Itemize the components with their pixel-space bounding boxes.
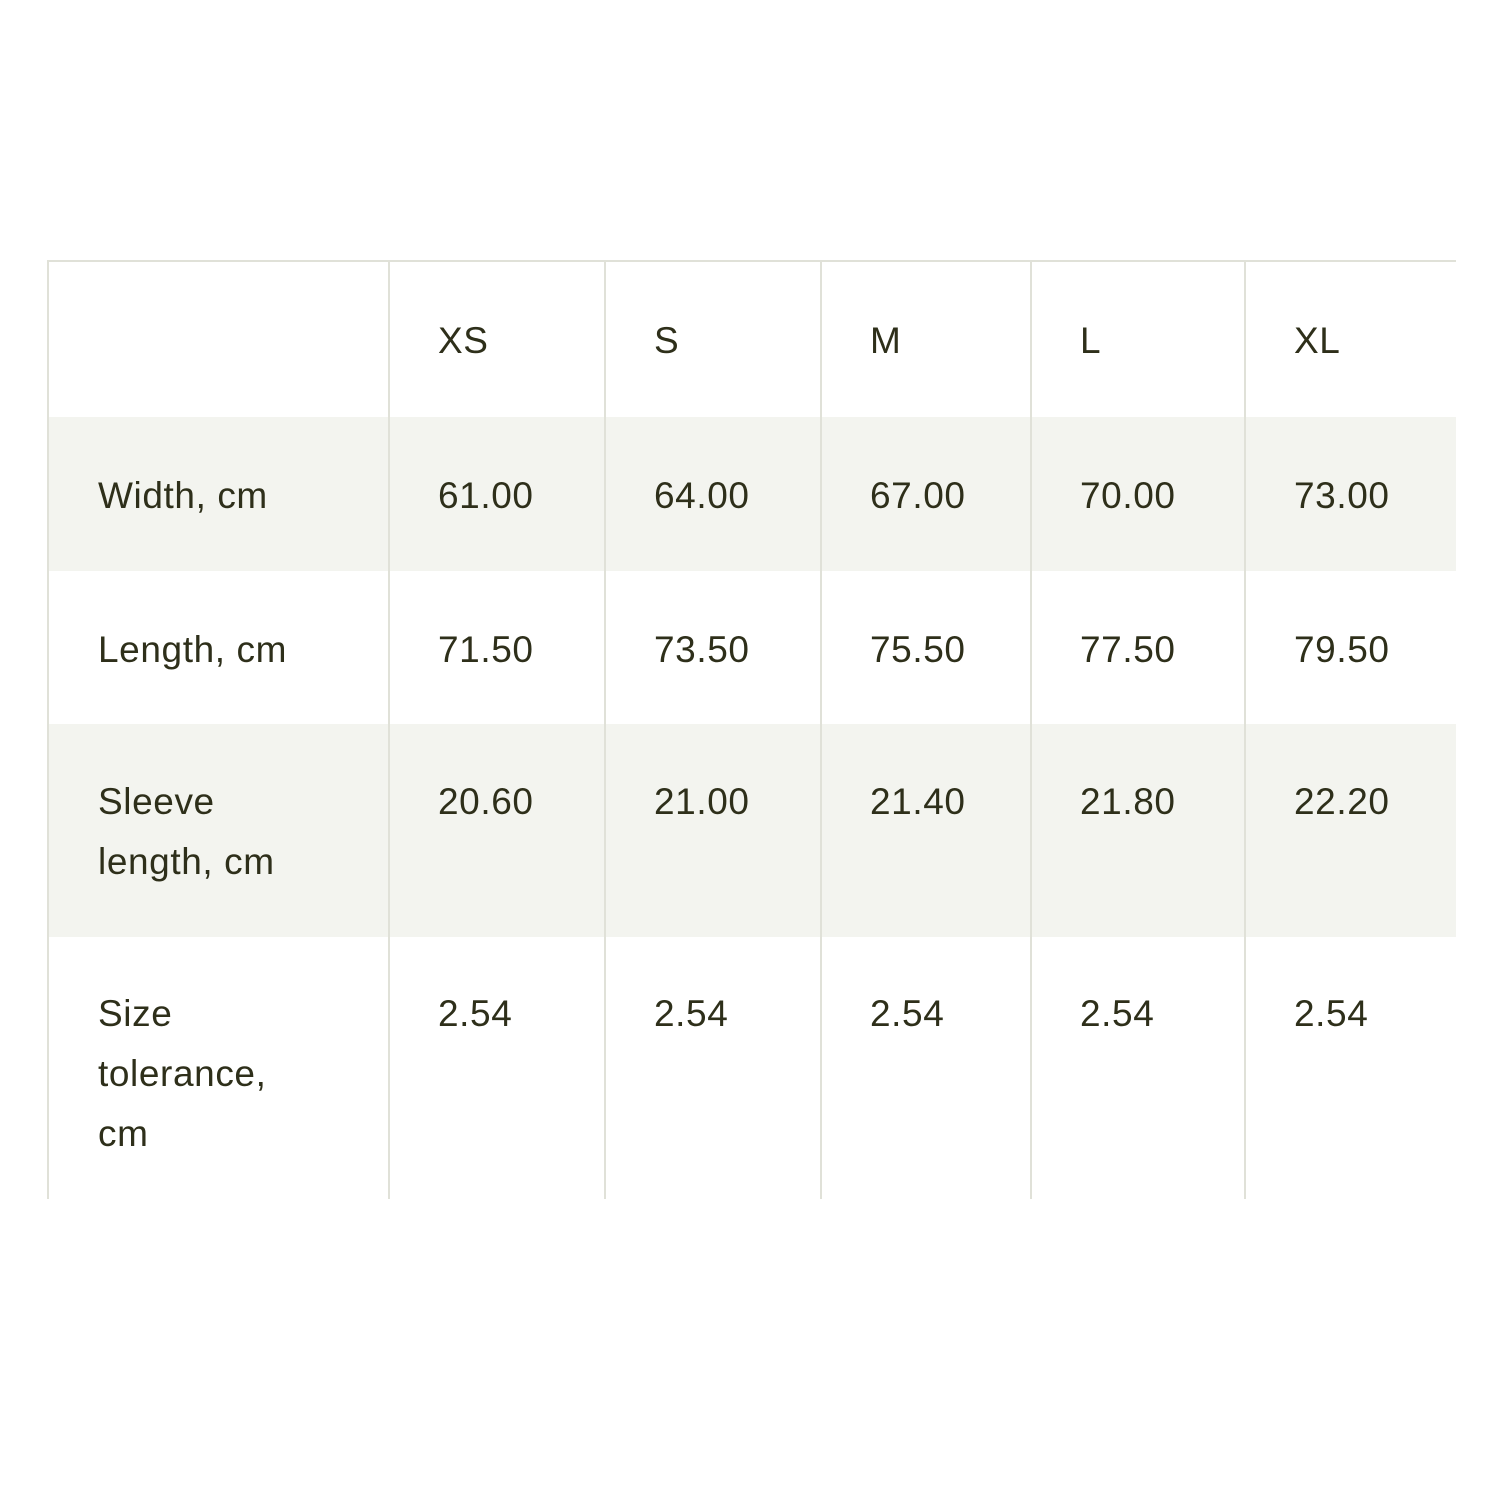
table-cell: 2.54 (1030, 937, 1245, 1199)
table-cell: 73.50 (604, 571, 821, 724)
header-cell-xs: XS (388, 260, 605, 417)
table-cell: 2.54 (820, 937, 1031, 1199)
size-chart-table: XS S M L XL Width, cm 61.00 64.00 67.00 … (47, 260, 1456, 1199)
table-cell: 77.50 (1030, 571, 1245, 724)
table-row-length: Length, cm 71.50 73.50 75.50 77.50 79.50 (47, 571, 1456, 724)
row-label: Length, cm (47, 571, 389, 724)
table-cell: 79.50 (1244, 571, 1456, 724)
table-row-size-tolerance: Size tolerance, cm 2.54 2.54 2.54 2.54 2… (47, 937, 1456, 1199)
table-cell: 61.00 (388, 417, 605, 571)
row-label: Width, cm (47, 417, 389, 571)
header-cell-xl: XL (1244, 260, 1456, 417)
header-cell-s: S (604, 260, 821, 417)
table-cell: 21.80 (1030, 724, 1245, 937)
row-label: Sleeve length, cm (47, 724, 389, 937)
header-cell-empty (47, 260, 389, 417)
table-cell: 75.50 (820, 571, 1031, 724)
table-row-sleeve-length: Sleeve length, cm 20.60 21.00 21.40 21.8… (47, 724, 1456, 937)
table-cell: 67.00 (820, 417, 1031, 571)
header-row: XS S M L XL (47, 260, 1456, 417)
table-cell: 2.54 (1244, 937, 1456, 1199)
header-cell-l: L (1030, 260, 1245, 417)
table-cell: 21.40 (820, 724, 1031, 937)
header-cell-m: M (820, 260, 1031, 417)
table-cell: 20.60 (388, 724, 605, 937)
table-cell: 64.00 (604, 417, 821, 571)
table-cell: 73.00 (1244, 417, 1456, 571)
table-cell: 70.00 (1030, 417, 1245, 571)
table-row-width: Width, cm 61.00 64.00 67.00 70.00 73.00 (47, 417, 1456, 571)
table-cell: 22.20 (1244, 724, 1456, 937)
table-cell: 2.54 (388, 937, 605, 1199)
row-label: Size tolerance, cm (47, 937, 389, 1199)
table-cell: 71.50 (388, 571, 605, 724)
table-cell: 2.54 (604, 937, 821, 1199)
table-cell: 21.00 (604, 724, 821, 937)
